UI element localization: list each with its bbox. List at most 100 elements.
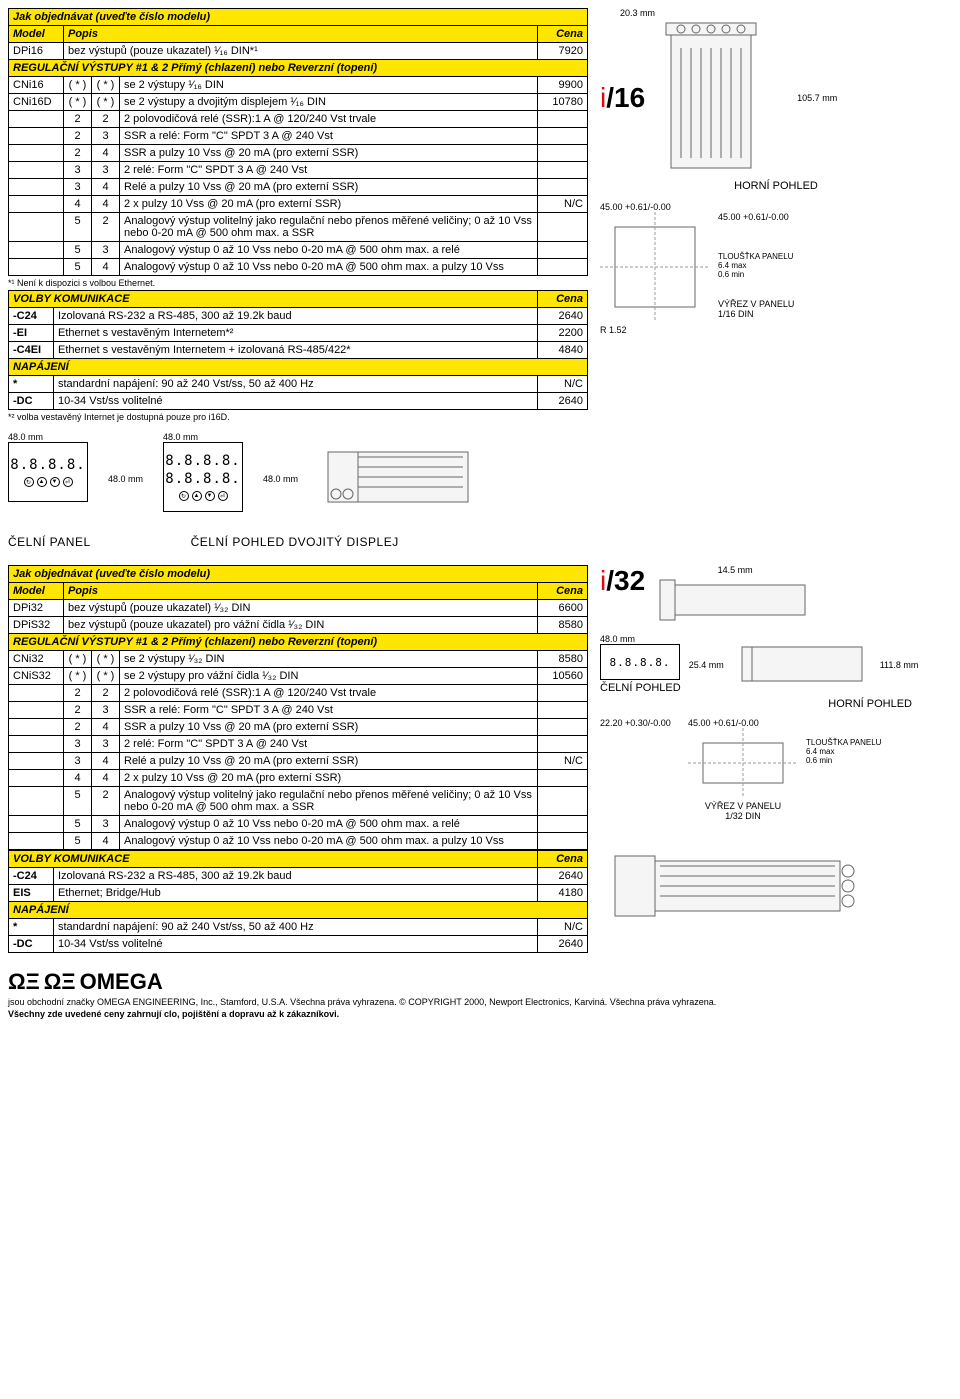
table-row: 442 x pulzy 10 Vss @ 20 mA (pro externí … [9,770,588,787]
comm-title: VOLBY KOMUNIKACE [9,291,538,308]
footer-line2: Všechny zde uvedené ceny zahrnují clo, p… [8,1009,952,1019]
table-row: DPi16bez výstupů (pouze ukazatel) ¹⁄₁₆ D… [9,43,588,60]
section1-title: Jak objednávat (uveďte číslo modelu) [9,9,588,26]
front-panel-single: 8.8.8.8. ↻ ▲ ▼ ⏎ [8,442,88,502]
table-row: CNiS32( * )( * )se 2 výstupy pro vážní č… [9,668,588,685]
reg-title: REGULAČNÍ VÝSTUPY #1 & 2 Přímý (chlazení… [9,60,588,77]
omega-icon: ΩΞ [44,969,76,995]
hdr-price: Cena [538,26,588,43]
seg-display: 8.8.8.8. [10,457,85,473]
dim-48-4: 48.0 mm [263,474,298,484]
table-row: 24SSR a pulzy 10 Vss @ 20 mA (pro extern… [9,719,588,736]
device-label-i16: i/16 [600,82,645,114]
cutout-din32: 1/32 DIN [688,811,798,821]
comm-table-i16: VOLBY KOMUNIKACE Cena -C24Izolovaná RS-2… [8,290,588,410]
dim-48-1: 48.0 mm [8,432,88,442]
dim-br: 45.00 +0.61/-0.00 [718,212,794,222]
table-row: -DC10-34 Vst/ss volitelné2640 [9,393,588,410]
cutout-din: 1/16 DIN [718,309,794,319]
table-row: 52Analogový výstup volitelný jako regula… [9,787,588,816]
table-row: 34Relé a pulzy 10 Vss @ 20 mA (pro exter… [9,753,588,770]
device-iso-drawing [318,432,478,522]
btn-icon: ▼ [50,477,60,487]
table-row: 442 x pulzy 10 Vss @ 20 mA (pro externí … [9,196,588,213]
table-row: -DC10-34 Vst/ss volitelné2640 [9,936,588,953]
btn-icon: ▼ [205,491,215,501]
comm-table-i32: VOLBY KOMUNIKACE Cena -C24Izolovaná RS-2… [8,850,588,953]
panel-dim32: 48.0 mm [600,634,681,644]
table-row: 23SSR a relé: Form "C" SPDT 3 A @ 240 Vs… [9,128,588,145]
table-row: 24SSR a pulzy 10 Vss @ 20 mA (pro extern… [9,145,588,162]
table-row: -EIEthernet s vestavěným Internetem*²220… [9,325,588,342]
dim-top32: 14.5 mm [655,565,815,575]
table-row: 53Analogový výstup 0 až 10 Vss nebo 0-20… [9,816,588,833]
thickness-max: 6.4 max [718,261,794,270]
table-row: 34Relé a pulzy 10 Vss @ 20 mA (pro exter… [9,179,588,196]
hdr-model: Model [9,26,64,43]
table-row: *standardní napájení: 90 až 240 Vst/ss, … [9,919,588,936]
dim-side: 105.7 mm [797,93,837,103]
device-label-i32: i/32 [600,565,645,597]
side-view-32 [732,639,872,689]
table-row: DPiS32bez výstupů (pouze ukazatel) pro v… [9,617,588,634]
hdr-model: Model [9,583,64,600]
table-row: 53Analogový výstup 0 až 10 Vss nebo 0-20… [9,242,588,259]
table-row: 222 polovodičová relé (SSR):1 A @ 120/24… [9,111,588,128]
table-row: CNi32( * )( * )se 2 výstupy ¹⁄₃₂ DIN8580 [9,651,588,668]
table-row: *standardní napájení: 90 až 240 Vst/ss, … [9,376,588,393]
diagram-i16: 20.3 mm i/16 105.7 mm [600,8,952,549]
table-row: 54Analogový výstup 0 až 10 Vss nebo 0-20… [9,833,588,850]
btn-icon: ⏎ [218,491,228,501]
table-row: 54Analogový výstup 0 až 10 Vss nebo 0-20… [9,259,588,276]
table-row: DPi32bez výstupů (pouze ukazatel) ¹⁄₃₂ D… [9,600,588,617]
cutout-title32: VÝŘEZ V PANELU [688,801,798,811]
cutout-drawing [600,212,710,322]
r-dim: R 1.52 [600,325,710,335]
hdr-price: Cena [538,583,588,600]
dim-br32: 45.00 +0.61/-0.00 [688,718,798,728]
omega-text: OMEGA [80,969,163,995]
panel-h32: 25.4 mm [689,660,724,670]
panel-row-i16: 48.0 mm 8.8.8.8. ↻ ▲ ▼ ⏎ 48.0 mm 48.0 mm… [8,432,588,525]
section2-title: Jak objednávat (uveďte číslo modelu) [9,566,588,583]
btn-icon: ▲ [192,491,202,501]
btn-icon: ▲ [37,477,47,487]
dim-bl32: 22.20 +0.30/-0.00 [600,718,680,821]
order-table-i16: Jak objednávat (uveďte číslo modelu) Mod… [8,8,588,276]
top-view-drawing [651,18,791,178]
thickness-max32: 6.4 max [806,747,881,756]
omega-icon: ΩΞ [8,969,40,995]
table-row: 23SSR a relé: Form "C" SPDT 3 A @ 240 Vs… [9,702,588,719]
dim-48-2: 48.0 mm [108,474,143,484]
top-view-32 [655,575,815,625]
front-panel-dual: 8.8.8.8. 8.8.8.8. ↻ ▲ ▼ ⏎ [163,442,243,512]
diagram-i32: i/32 14.5 mm 48.0 mm 8.8.8.8. ČELNÍ POHL… [600,565,952,953]
table-row: 222 polovodičová relé (SSR):1 A @ 120/24… [9,685,588,702]
footer-line1: jsou obchodní značky OMEGA ENGINEERING, … [8,997,952,1007]
dim-bl: 45.00 +0.61/-0.00 [600,202,710,212]
hdr-desc: Popis [64,26,538,43]
thickness-title32: TLOUŠŤKA PANELU [806,738,881,747]
logo-row: ΩΞ ΩΞ OMEGA [8,969,952,995]
thickness-min: 0.6 min [718,270,794,279]
caption-top32: HORNÍ POHLED [600,698,912,710]
cutout-drawing-32 [688,728,798,798]
btn-icon: ⏎ [63,477,73,487]
seg-display: 8.8.8.8. [165,453,240,469]
btn-icon: ↻ [24,477,34,487]
table-row: EISEthernet; Bridge/Hub4180 [9,885,588,902]
seg-display: 8.8.8.8. [610,656,671,669]
table-row: 332 relé: Form "C" SPDT 3 A @ 240 Vst [9,736,588,753]
panel-label-1: ČELNÍ PANEL [8,535,91,549]
comm-price-hdr: Cena [538,291,588,308]
btn-icon: ↻ [179,491,189,501]
table-row: 332 relé: Form "C" SPDT 3 A @ 240 Vst [9,162,588,179]
side-dim32: 111.8 mm [880,660,919,670]
table-row: CNi16D( * )( * )se 2 výstupy a dvojitým … [9,94,588,111]
thickness-title: TLOUŠŤKA PANELU [718,252,794,261]
device-iso-32 [600,831,880,941]
cutout-title: VÝŘEZ V PANELU [718,299,794,309]
caption-top-view: HORNÍ POHLED [600,180,952,192]
reg-title: REGULAČNÍ VÝSTUPY #1 & 2 Přímý (chlazení… [9,634,588,651]
dim-48-3: 48.0 mm [163,432,243,442]
